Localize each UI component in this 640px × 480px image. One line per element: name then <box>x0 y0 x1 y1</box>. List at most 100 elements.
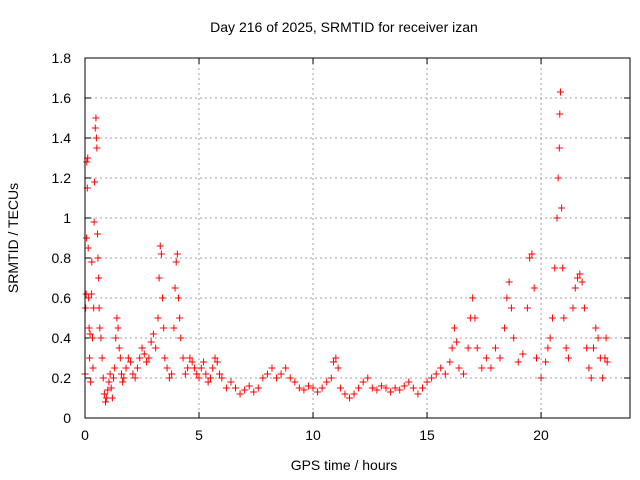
y-tick-label: 1.2 <box>52 170 72 186</box>
data-point <box>448 344 456 352</box>
data-point <box>172 258 180 266</box>
data-point <box>537 374 545 382</box>
grid-lines <box>85 58 630 418</box>
data-point <box>382 384 390 392</box>
data-point <box>323 378 331 386</box>
data-point <box>585 364 593 372</box>
data-point <box>100 390 108 398</box>
data-point <box>318 384 326 392</box>
data-point <box>464 344 472 352</box>
data-point <box>133 364 141 372</box>
data-point <box>119 378 127 386</box>
data-point <box>578 278 586 286</box>
data-point <box>204 378 212 386</box>
data-point <box>359 378 367 386</box>
data-point <box>396 386 404 394</box>
data-point <box>594 334 602 342</box>
data-point <box>156 242 164 250</box>
data-point <box>97 334 105 342</box>
data-point <box>309 384 317 392</box>
data-point <box>170 324 178 332</box>
data-point <box>286 374 294 382</box>
data-point <box>564 354 572 362</box>
data-point <box>471 314 479 322</box>
data-point <box>469 294 477 302</box>
data-point <box>227 378 235 386</box>
data-point <box>107 384 115 392</box>
data-point <box>176 314 184 322</box>
data-point <box>85 294 93 302</box>
x-axis-label: GPS time / hours <box>291 457 398 473</box>
data-point <box>526 254 534 262</box>
data-point <box>571 284 579 292</box>
data-point <box>405 378 413 386</box>
data-point <box>129 370 137 378</box>
axis-ticks <box>84 57 630 419</box>
data-point <box>82 304 90 312</box>
data-point <box>87 378 95 386</box>
data-point <box>155 274 163 282</box>
data-point <box>92 134 100 142</box>
y-tick-label: 1.6 <box>52 90 72 106</box>
x-tick-label: 20 <box>533 427 549 443</box>
data-point <box>95 274 103 282</box>
data-point <box>601 354 609 362</box>
data-point <box>528 250 536 258</box>
data-point <box>120 374 128 382</box>
data-point <box>174 294 182 302</box>
data-point <box>114 324 122 332</box>
data-point <box>98 354 106 362</box>
data-point <box>263 370 271 378</box>
data-point <box>268 364 276 372</box>
data-point <box>218 374 226 382</box>
data-point <box>124 354 132 362</box>
data-point <box>116 354 124 362</box>
data-point <box>455 364 463 372</box>
data-point <box>587 374 595 382</box>
data-point <box>559 264 567 272</box>
data-point <box>327 374 335 382</box>
data-point <box>113 314 121 322</box>
data-point <box>127 358 135 366</box>
data-point <box>184 364 192 372</box>
data-point <box>168 370 176 378</box>
data-point <box>300 386 308 394</box>
data-point <box>96 324 104 332</box>
x-tick-labels: 0 5 10 15 20 <box>81 427 549 443</box>
data-point <box>110 374 118 382</box>
data-point <box>507 304 515 312</box>
y-tick-label: 1.4 <box>52 130 72 146</box>
data-point <box>555 144 563 152</box>
data-point <box>202 370 210 378</box>
data-point <box>478 364 486 372</box>
data-point <box>592 324 600 332</box>
data-point <box>89 364 97 372</box>
data-point <box>387 388 395 396</box>
data-point <box>450 324 458 332</box>
data-point <box>83 234 91 242</box>
data-point <box>501 324 509 332</box>
data-point <box>341 390 349 398</box>
data-point <box>131 374 139 382</box>
data-point <box>117 370 125 378</box>
data-point <box>94 254 102 262</box>
data-point <box>177 334 185 342</box>
data-point <box>574 274 582 282</box>
data-point <box>556 110 564 118</box>
data-point <box>236 390 244 398</box>
data-point <box>140 350 148 358</box>
data-point <box>544 344 552 352</box>
data-point <box>245 382 253 390</box>
data-point <box>473 344 481 352</box>
data-point <box>159 294 167 302</box>
data-point <box>190 364 198 372</box>
data-point <box>553 214 561 222</box>
data-series-srmtid <box>81 88 611 406</box>
data-point <box>423 378 431 386</box>
data-point <box>330 358 338 366</box>
data-point <box>603 358 611 366</box>
data-point <box>86 330 94 338</box>
y-tick-label: 0.6 <box>52 290 72 306</box>
data-point <box>273 374 281 382</box>
